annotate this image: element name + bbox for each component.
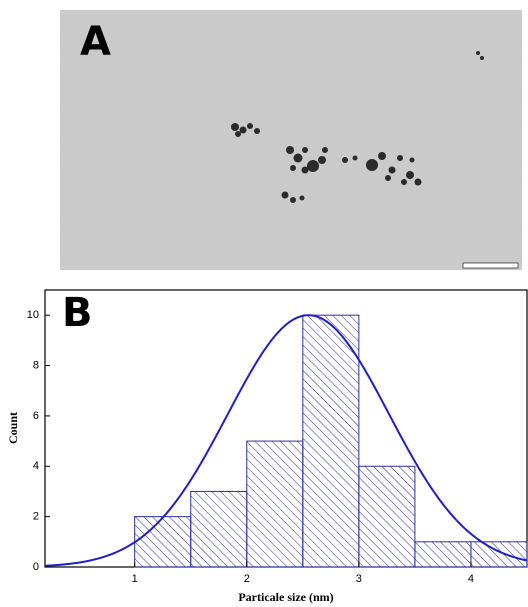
bar (190, 490, 248, 568)
y-tick-label: 0 (33, 561, 39, 573)
panel-label: A (80, 19, 111, 65)
x-axis-label: Particale size (nm) (238, 590, 333, 604)
y-tick-label: 6 (33, 410, 39, 422)
y-tick-label: 10 (27, 309, 39, 321)
x-tick-label: 2 (244, 573, 250, 585)
bar (134, 516, 192, 568)
tem-image (60, 10, 522, 270)
y-tick-label: 4 (33, 460, 39, 472)
y-tick-label: 8 (33, 359, 39, 371)
x-tick-label: 1 (132, 573, 138, 585)
bar (414, 541, 472, 568)
y-tick-label: 2 (33, 511, 39, 523)
bar (470, 541, 528, 568)
bar (302, 314, 360, 568)
x-tick-label: 3 (356, 573, 362, 585)
bar (358, 465, 416, 568)
fit-curve (45, 314, 527, 567)
bar (246, 440, 304, 568)
x-tick-label: 4 (468, 573, 474, 585)
plot-area (45, 314, 528, 568)
panel-label: B (62, 290, 93, 336)
y-axis-label: Count (6, 412, 20, 444)
